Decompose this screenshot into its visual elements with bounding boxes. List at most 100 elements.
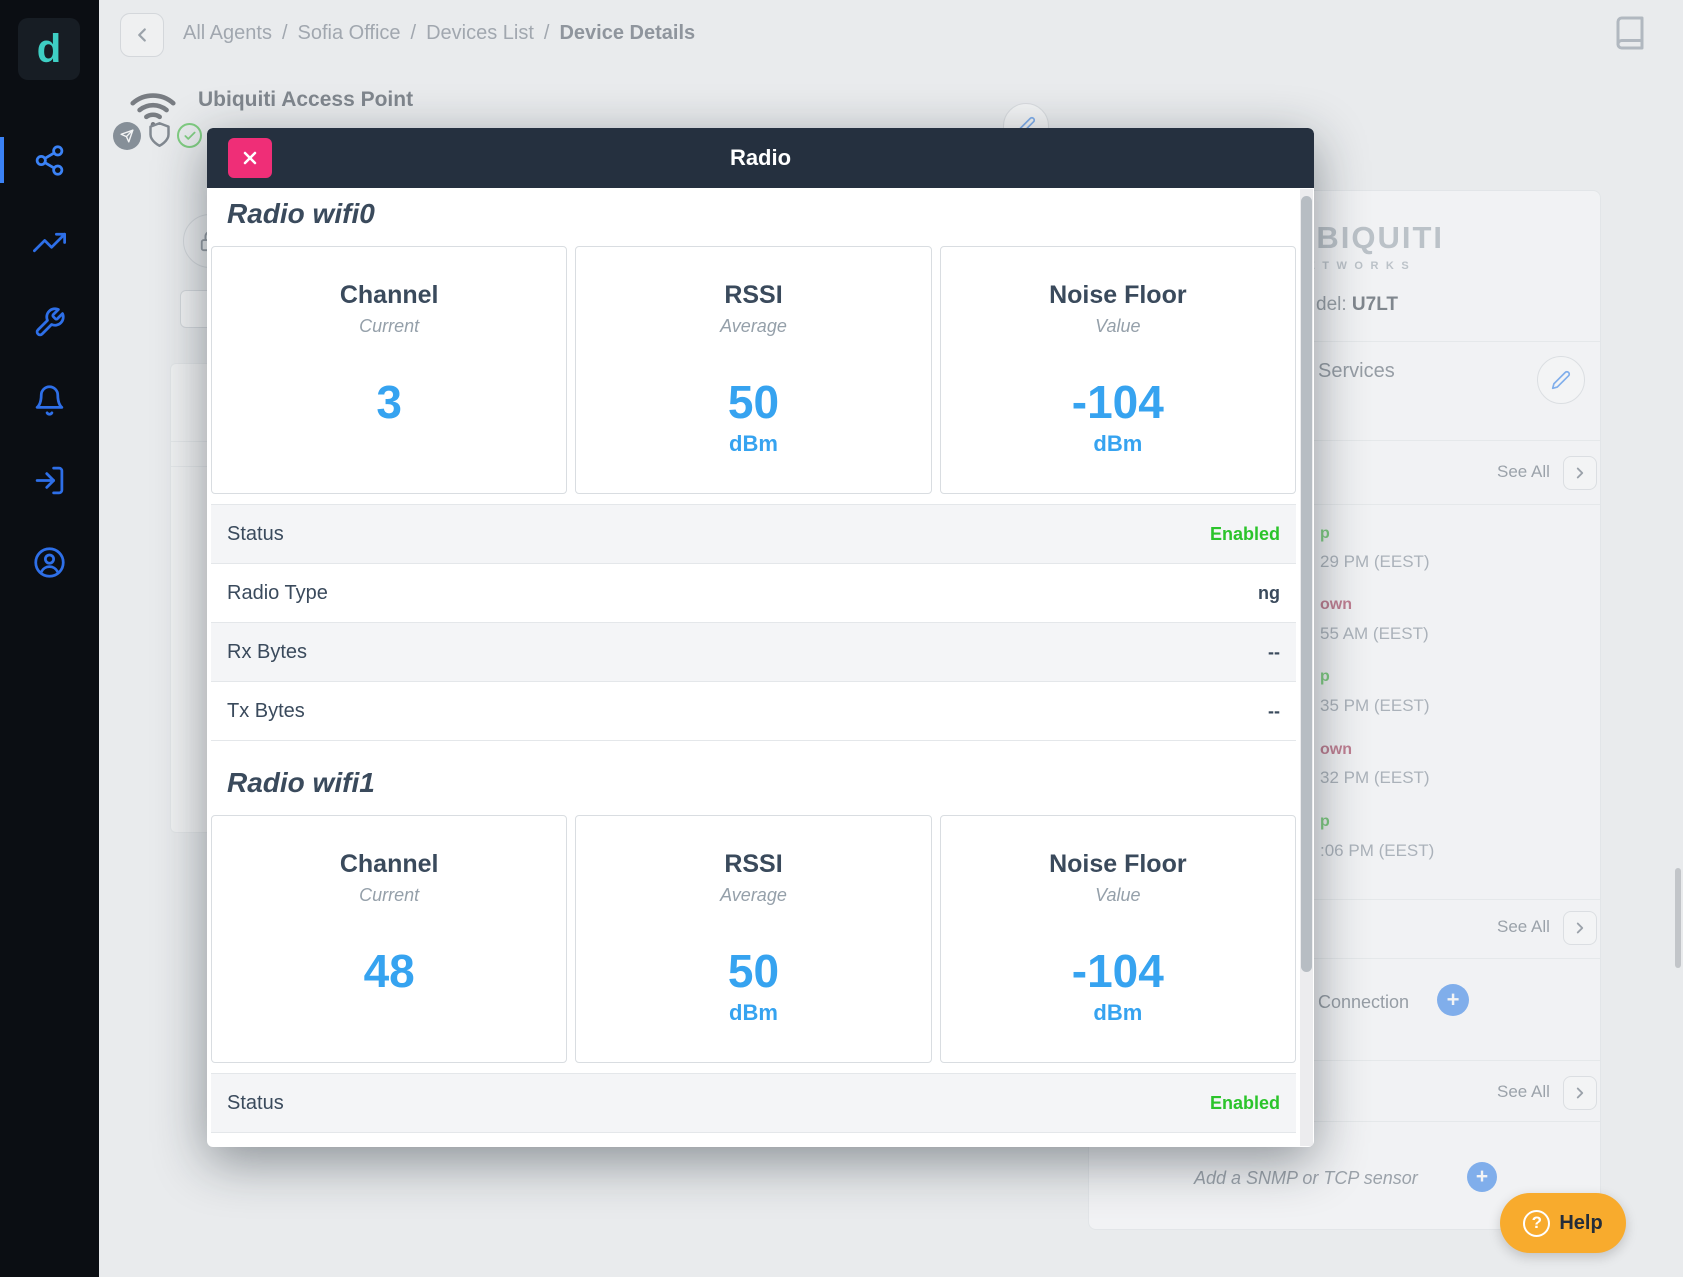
close-icon (240, 148, 260, 168)
event-status: p (1320, 813, 1330, 830)
vendor-brand-name: UBIQUITI (1292, 220, 1445, 255)
event-status: own (1320, 596, 1352, 613)
divider (1089, 440, 1600, 441)
metric-subtitle: Current (359, 316, 420, 336)
back-button[interactable] (120, 13, 164, 57)
breadcrumb-separator: / (281, 22, 288, 44)
noise-floor-metric-card: Noise Floor Value -104 dBm (939, 815, 1296, 1063)
row-label: Radio Type (227, 581, 328, 604)
user-icon (33, 546, 66, 579)
connection-label: Connection (1318, 992, 1410, 1012)
modal-body: Radio wifi0 Channel Current 3 RSSI Avera… (207, 188, 1314, 1147)
row-label: Tx Bytes (227, 699, 305, 722)
see-all-events-button[interactable] (1563, 456, 1597, 490)
rssi-metric-card: RSSI Average 50 dBm (575, 815, 932, 1063)
status-row: Status Enabled (211, 505, 1296, 564)
divider (1089, 504, 1600, 505)
section-heading: Radio wifi0 (227, 198, 375, 229)
metric-title: Noise Floor (1049, 850, 1187, 878)
breadcrumb-device-details: Device Details (559, 22, 696, 44)
modal-title: Radio (729, 145, 792, 170)
sidebar-item-monitoring[interactable] (0, 218, 99, 266)
metric-unit: dBm (1093, 1000, 1143, 1025)
help-button[interactable]: ? Help (1500, 1193, 1626, 1253)
modal-scrollbar-thumb[interactable] (1301, 196, 1312, 972)
add-sensor-button[interactable]: + (1467, 1162, 1497, 1192)
help-label: Help (1559, 1211, 1603, 1234)
divider (1089, 958, 1600, 959)
radio-wifi1-section: Radio wifi1 Channel Current 48 RSSI Aver… (211, 767, 1296, 1133)
metric-subtitle: Value (1095, 316, 1141, 336)
sidebar-item-devices[interactable] (0, 456, 99, 504)
edit-services-button[interactable] (1537, 356, 1585, 404)
see-all-connections-link[interactable]: See All (1497, 917, 1550, 936)
add-sensor-prompt: Add a SNMP or TCP sensor (1194, 1168, 1418, 1188)
close-modal-button[interactable] (228, 138, 272, 178)
breadcrumb-separator: / (410, 22, 417, 44)
row-value: ng (1258, 582, 1280, 603)
add-connection-button[interactable]: + (1437, 984, 1469, 1016)
sidebar-item-tools[interactable] (0, 298, 99, 346)
divider (1089, 899, 1600, 900)
chevron-right-icon (1571, 1084, 1589, 1102)
breadcrumb-separator: / (543, 22, 550, 44)
metric-title: Channel (339, 281, 439, 309)
sidebar-item-account[interactable] (0, 538, 99, 586)
see-all-events-link[interactable]: See All (1497, 462, 1550, 481)
manual-book-button[interactable] (1612, 15, 1652, 55)
metric-subtitle: Average (720, 885, 787, 905)
chevron-right-icon (1571, 919, 1589, 937)
shield-badge-icon (146, 120, 173, 149)
breadcrumb-all-agents[interactable]: All Agents (183, 22, 272, 44)
row-label: Status (227, 1091, 284, 1114)
row-label: Status (227, 522, 284, 545)
see-all-connections-button[interactable] (1563, 911, 1597, 945)
question-mark-icon: ? (1523, 1209, 1551, 1237)
app-logo[interactable]: d (18, 18, 80, 80)
breadcrumb-devices-list[interactable]: Devices List (426, 22, 534, 44)
page-scrollbar-thumb[interactable] (1675, 868, 1681, 968)
wrench-icon (33, 306, 66, 339)
page-title: Ubiquiti Access Point (198, 88, 414, 111)
metric-value: -104 (1071, 945, 1164, 997)
section-heading: Radio wifi1 (227, 767, 375, 798)
metric-unit (212, 431, 566, 457)
metric-title: Noise Floor (1049, 281, 1187, 309)
model-value: U7LT (1351, 294, 1399, 315)
sidebar-item-alerts[interactable] (0, 376, 99, 424)
vendor-brand-sub: NETWORKS (1292, 260, 1417, 272)
see-all-sensors-link[interactable]: See All (1497, 1082, 1550, 1101)
model-label: del: (1316, 294, 1347, 315)
info-rows: Status Enabled Radio Type ng Rx Bytes --… (211, 504, 1296, 741)
metric-unit: dBm (729, 1000, 778, 1025)
metric-title: RSSI (724, 281, 783, 309)
event-time: 29 PM (EEST) (1320, 552, 1430, 571)
event-time: 35 PM (EEST) (1320, 696, 1430, 715)
radio-wifi0-section: Radio wifi0 Channel Current 3 RSSI Avera… (211, 198, 1296, 741)
metric-subtitle: Value (1095, 885, 1141, 905)
event-status: p (1320, 668, 1330, 685)
see-all-sensors-button[interactable] (1563, 1076, 1597, 1110)
channel-metric-card: Channel Current 48 (211, 815, 568, 1063)
metric-value: 50 (727, 376, 780, 428)
breadcrumb: All Agents / Sofia Office / Devices List… (183, 22, 695, 45)
metric-subtitle: Current (359, 885, 420, 905)
device-model: del: U7LT (1316, 294, 1398, 316)
rssi-metric-card: RSSI Average 50 dBm (575, 246, 932, 494)
breadcrumb-sofia-office[interactable]: Sofia Office (297, 22, 401, 44)
metric-value: 3 (376, 376, 402, 428)
event-status: p (1320, 525, 1330, 542)
status-badge: Enabled (1209, 1092, 1280, 1113)
network-icon (33, 144, 66, 177)
metric-unit (212, 1000, 566, 1026)
metric-unit: dBm (729, 431, 778, 456)
metric-value: 48 (363, 945, 415, 997)
chart-icon (33, 226, 66, 259)
divider (1089, 1060, 1600, 1061)
paper-plane-badge-icon (113, 122, 141, 150)
noise-floor-metric-card: Noise Floor Value -104 dBm (939, 246, 1296, 494)
sidebar-item-topology[interactable] (0, 136, 99, 184)
check-badge-icon (177, 123, 202, 148)
chevron-right-icon (1571, 464, 1589, 482)
pencil-icon (1551, 370, 1571, 390)
